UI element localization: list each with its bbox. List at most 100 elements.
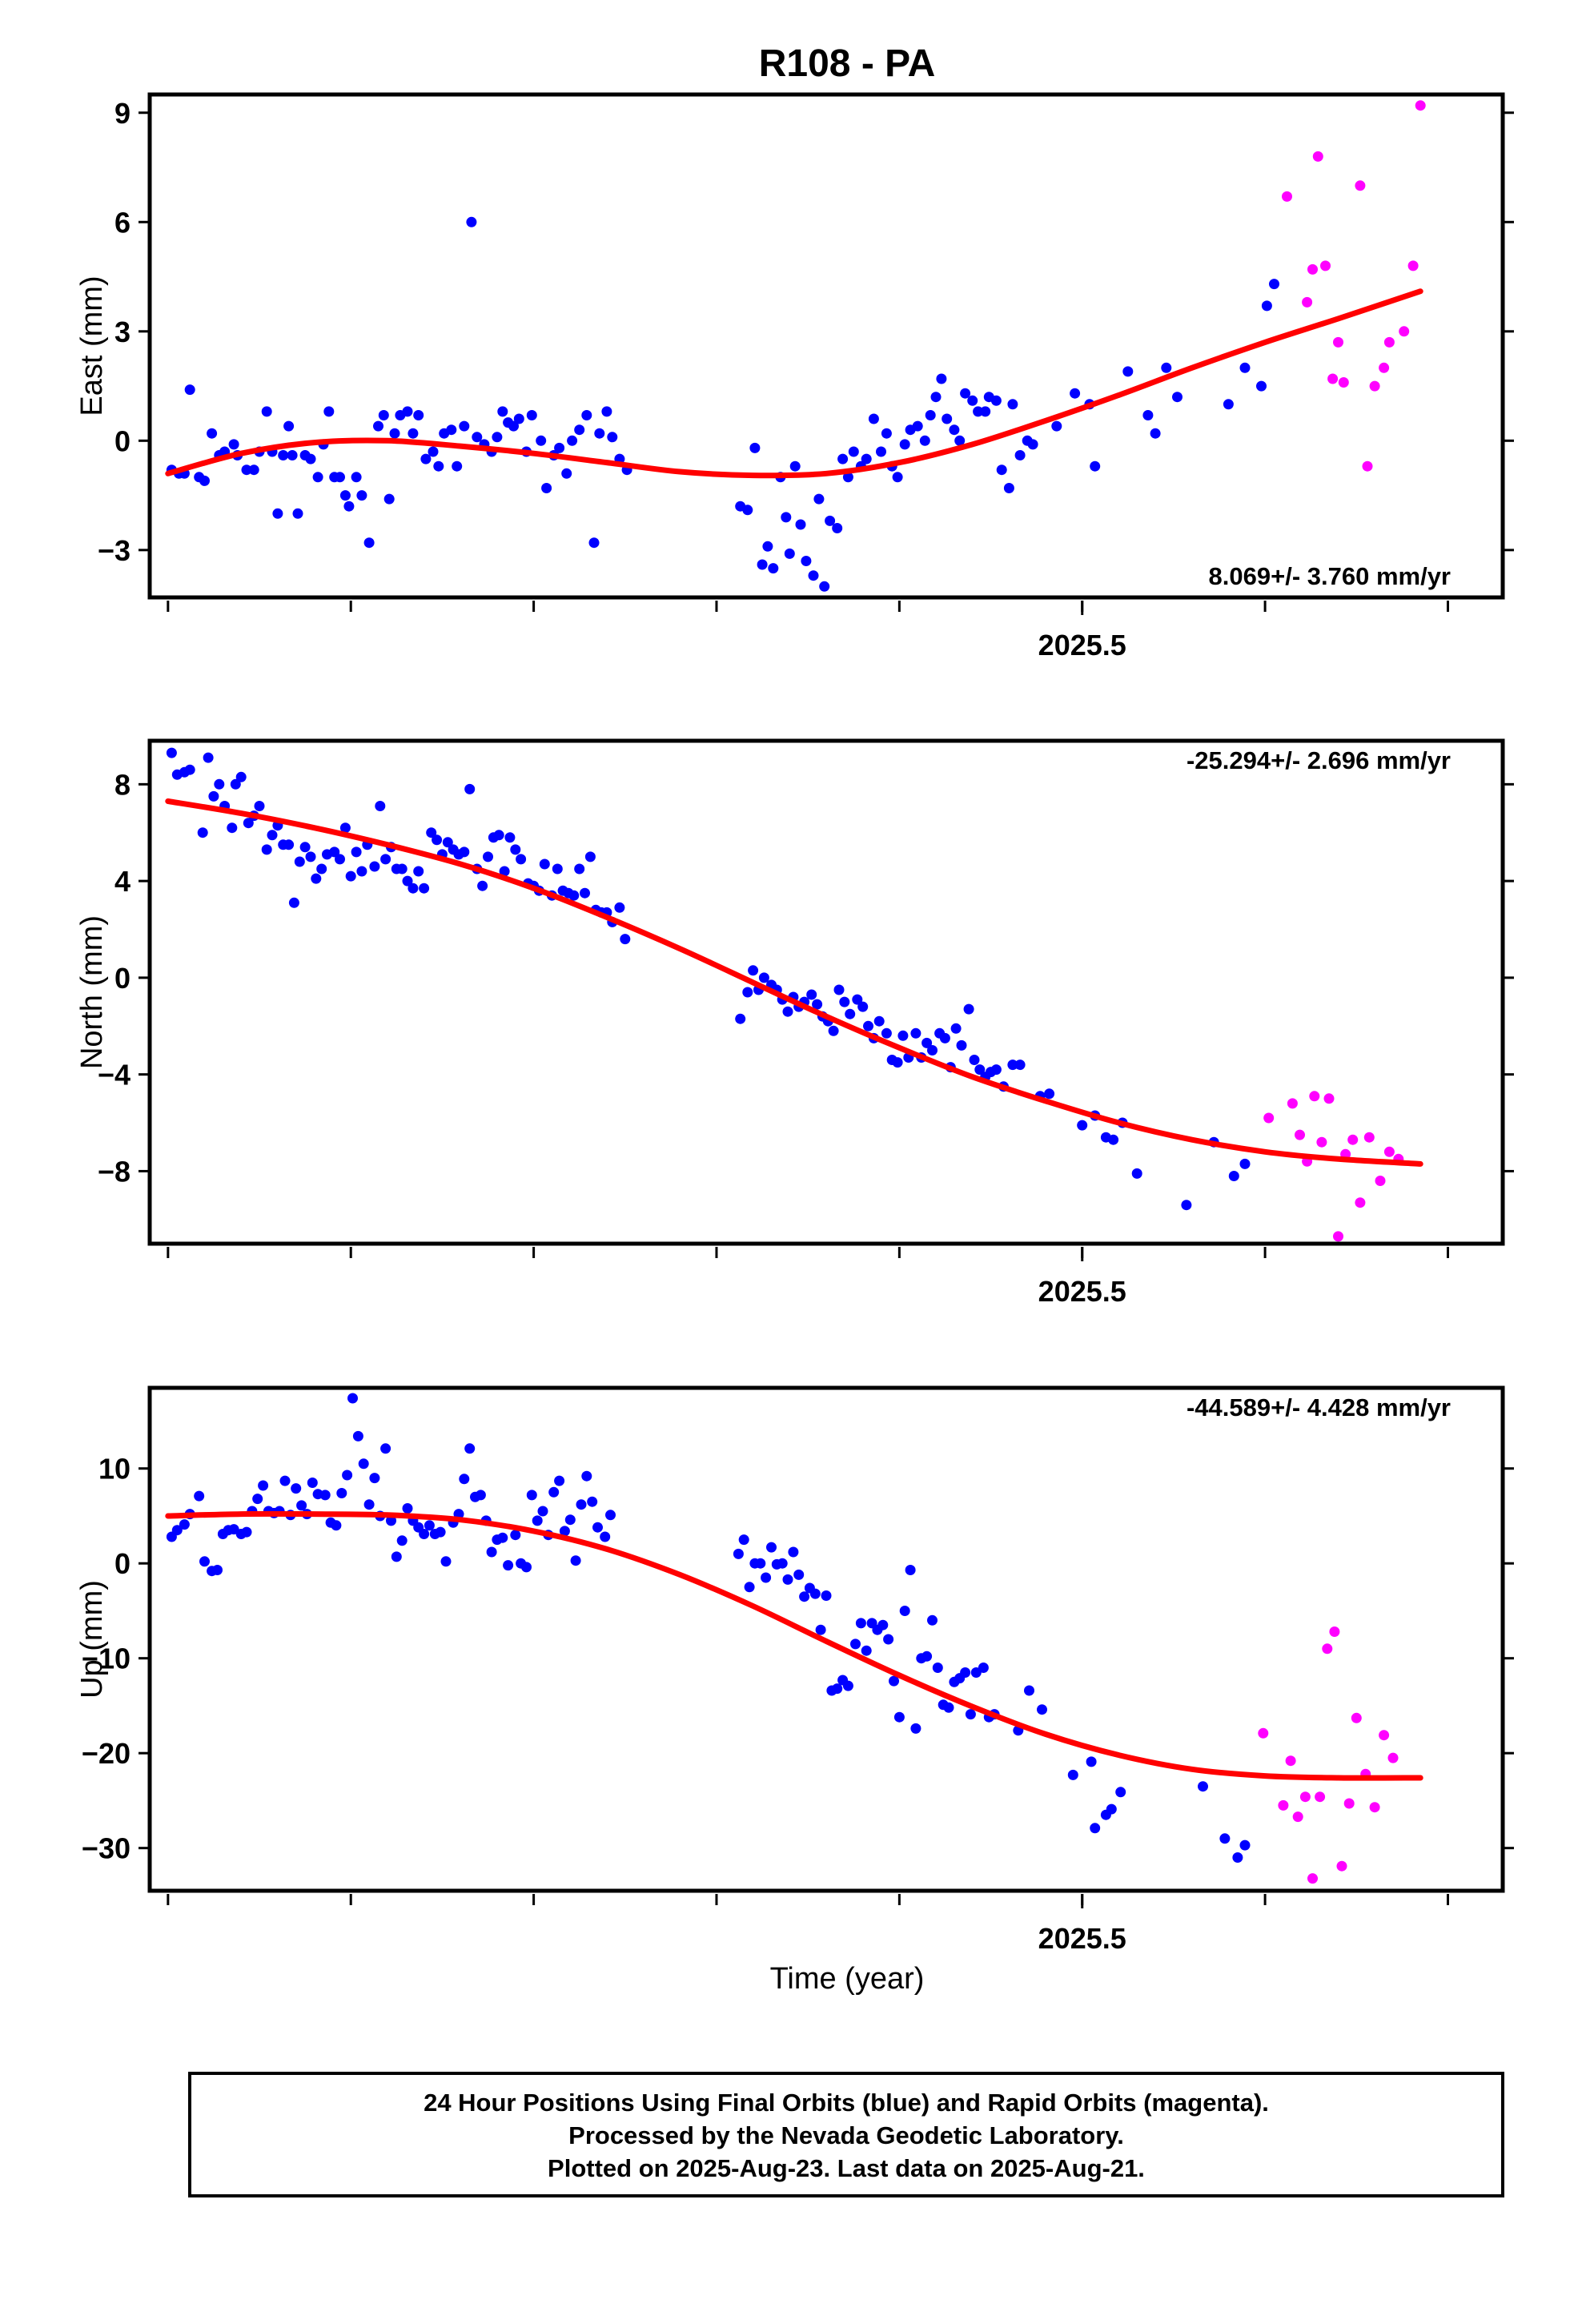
east-final-point — [781, 512, 792, 523]
east-final-point — [335, 472, 345, 483]
up-rapid-point — [1307, 1873, 1318, 1884]
up-final-point — [386, 1515, 396, 1526]
up-final-point — [733, 1548, 744, 1559]
east-ytick-label: 9 — [114, 97, 130, 130]
north-final-point — [927, 1045, 938, 1055]
north-final-point — [782, 1006, 793, 1017]
east-final-point — [954, 435, 966, 446]
east-final-point — [1223, 399, 1234, 410]
east-final-point — [936, 373, 947, 384]
north-final-point — [432, 834, 443, 846]
east-rapid-point — [1312, 151, 1323, 162]
east-final-point — [305, 453, 316, 464]
east-final-point — [508, 420, 519, 432]
north-final-point — [974, 1064, 986, 1076]
north-final-point — [203, 752, 214, 763]
up-rapid-point — [1278, 1799, 1289, 1811]
north-final-point — [574, 863, 585, 875]
up-rapid-point — [1292, 1811, 1303, 1823]
footer-line-2: Processed by the Nevada Geodetic Laborat… — [568, 2121, 1124, 2149]
east-final-point — [228, 439, 239, 450]
north-final-point — [267, 830, 278, 841]
up-ytick-label: 0 — [114, 1547, 130, 1580]
up-final-point — [600, 1531, 611, 1542]
up-final-point — [307, 1478, 318, 1488]
up-final-point — [521, 1562, 532, 1573]
up-final-point — [1232, 1852, 1243, 1863]
east-final-point — [389, 428, 400, 439]
north-panel: −8 −4 0 4 8 2025.5 North (mm) -25.294+/- 2.696 … — [75, 738, 1514, 1308]
up-final-point — [893, 1711, 905, 1723]
up-final-point — [526, 1490, 537, 1501]
north-final-point — [839, 996, 850, 1007]
north-frame — [147, 738, 1505, 1246]
east-final-point — [241, 464, 252, 476]
north-final-point — [356, 866, 367, 877]
up-final-point — [510, 1530, 521, 1541]
north-final-point — [1108, 1134, 1119, 1145]
up-final-point — [850, 1638, 861, 1650]
up-final-point — [943, 1702, 954, 1713]
east-final-point — [801, 556, 812, 566]
up-final-point — [744, 1582, 755, 1593]
east-rapid-point — [1338, 377, 1349, 388]
north-final-point — [214, 778, 225, 790]
up-final-point — [815, 1624, 826, 1635]
east-final-point — [881, 428, 892, 439]
up-final-point — [279, 1475, 291, 1486]
north-final-point — [254, 801, 265, 811]
up-rapid-point — [1343, 1798, 1355, 1809]
up-final-point — [347, 1393, 358, 1404]
east-final-point — [960, 388, 971, 399]
east-final-point — [832, 523, 843, 533]
east-final-point — [541, 483, 552, 493]
east-final-point — [373, 420, 383, 432]
east-final-point — [967, 395, 978, 406]
north-final-point — [184, 764, 195, 775]
north-rate-label: -25.294+/- 2.696 mm/yr — [1186, 746, 1451, 774]
east-rapid-point — [1355, 180, 1366, 191]
north-final-point — [892, 1057, 903, 1068]
north-final-point — [969, 1055, 980, 1065]
north-final-point — [311, 873, 322, 884]
chart-title: R108 - PA — [759, 42, 936, 85]
east-final-point — [452, 460, 463, 472]
north-final-point — [426, 827, 437, 838]
up-final-point — [978, 1663, 989, 1673]
up-final-point — [497, 1532, 508, 1543]
up-final-point — [319, 1490, 331, 1501]
up-final-point — [391, 1551, 402, 1562]
up-final-point — [199, 1556, 210, 1567]
up-final-point — [761, 1572, 772, 1583]
up-final-point — [464, 1443, 476, 1454]
up-final-point — [1086, 1756, 1097, 1767]
up-frame — [147, 1385, 1505, 1893]
east-rapid-point — [1327, 373, 1339, 384]
east-rapid-point — [1302, 296, 1313, 308]
x-axis-label: Time (year) — [770, 1962, 925, 1996]
east-final-point — [899, 439, 910, 450]
east-final-point — [876, 446, 886, 457]
north-final-point — [845, 1008, 856, 1019]
east-final-point — [980, 406, 991, 417]
east-final-point — [184, 384, 195, 396]
north-final-point — [584, 851, 596, 862]
north-final-point — [261, 844, 272, 855]
east-rapid-point — [1333, 336, 1343, 348]
up-rapid-point — [1258, 1727, 1269, 1739]
east-final-point — [561, 468, 572, 479]
north-rapid-point — [1287, 1098, 1298, 1109]
up-final-point — [932, 1663, 943, 1673]
east-final-point — [762, 541, 773, 552]
north-final-point — [828, 1025, 839, 1036]
up-final-point — [576, 1499, 587, 1510]
east-final-point — [768, 563, 779, 574]
north-final-point — [351, 846, 362, 858]
north-final-point — [1014, 1059, 1026, 1071]
east-final-point — [459, 420, 470, 432]
east-frame — [147, 92, 1505, 600]
up-final-point — [532, 1515, 543, 1526]
up-final-point — [581, 1470, 592, 1482]
up-final-point — [352, 1430, 363, 1441]
east-final-point — [925, 410, 936, 420]
